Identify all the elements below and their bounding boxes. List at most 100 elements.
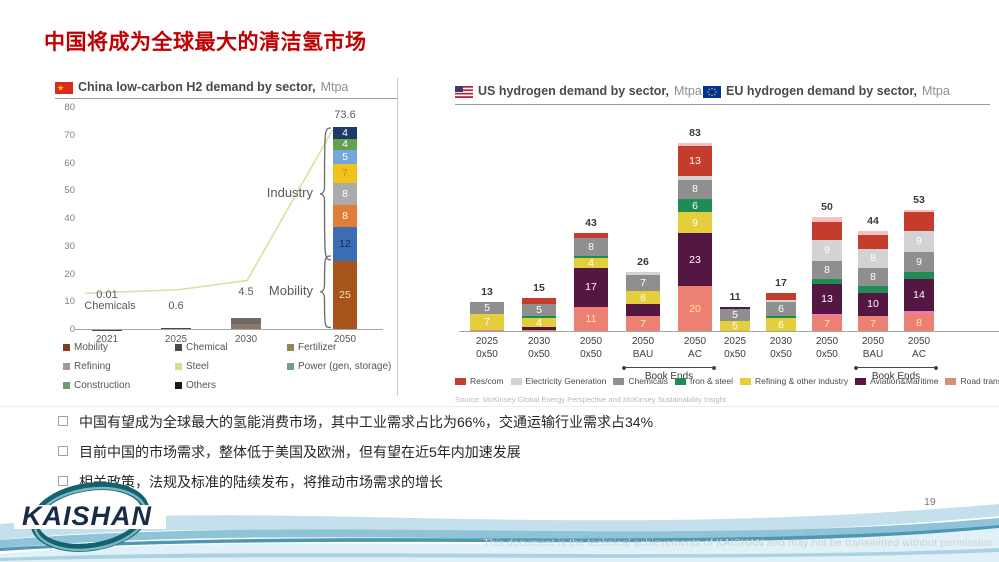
bar-segment <box>231 317 261 324</box>
bar-segment <box>858 230 888 236</box>
legend-label: Iron & steel <box>690 376 734 386</box>
bar-segment: 6 <box>626 290 660 305</box>
segment-label: 12 <box>339 237 351 250</box>
bar-segment: 7 <box>626 274 660 291</box>
bar-segment: 25 <box>333 260 357 330</box>
footer-wave-graphic <box>0 504 999 562</box>
x-axis <box>459 331 717 332</box>
legend-label: Chemical <box>186 342 228 353</box>
legend-label: Refining & other industry <box>755 376 849 386</box>
x-axis-label: 2025 0x50 <box>475 336 499 360</box>
us-chart-title: US hydrogen demand by sector, <box>478 84 670 98</box>
bar-segment <box>904 272 934 280</box>
china-chart-title: China low-carbon H2 demand by sector, <box>78 79 316 94</box>
legend-color-chip <box>63 344 70 351</box>
bar-segment: 13 <box>678 145 712 176</box>
legend-item: Aviation&Maritime <box>855 376 938 386</box>
x-axis <box>75 329 383 330</box>
group-label: Industry <box>266 184 313 200</box>
x-axis-label: 2050 <box>333 334 357 345</box>
us-plot-area: 7 5 13 2025 0x50 4 5 15 2030 0x50 11 17 4 8 43 2050 0x50… <box>459 108 717 382</box>
bar-total-label: 0.6 <box>168 299 184 312</box>
x-axis-label: 2021 <box>95 334 119 345</box>
bar-segment: 11 <box>574 306 608 332</box>
segment-label: 7 <box>342 167 348 180</box>
legend-label: Road transport <box>960 376 999 386</box>
bar-total-label: 17 <box>775 276 787 289</box>
segment-label: 8 <box>342 188 348 201</box>
bar-segment <box>766 292 796 300</box>
bullet-text: 相关政策，法规及标准的陆续发布，将推动市场需求的增长 <box>79 474 443 490</box>
segment-label: 13 <box>821 292 833 305</box>
legend-item: Refining & other industry <box>740 376 848 386</box>
bar-segment <box>858 286 888 293</box>
china-chart-unit: Mtpa <box>320 79 349 94</box>
us-eu-plots: 7 5 13 2025 0x50 4 5 15 2030 0x50 11 17 4 8 43 2050 0x50… <box>455 108 999 392</box>
legend-item: Electricity Generation <box>510 376 606 386</box>
segment-label: 9 <box>692 216 698 229</box>
legend-color-chip <box>675 377 687 385</box>
bar-segment: 5 <box>333 149 357 164</box>
bar-segment: 8 <box>858 267 888 286</box>
bar-segment: 8 <box>333 205 357 228</box>
bar-total-label: 0.01 <box>96 288 118 301</box>
bar-segment: 12 <box>333 227 357 261</box>
y-axis-tick: 0 <box>69 324 75 335</box>
bar-segment: 9 <box>904 251 934 273</box>
segment-label: 7 <box>484 315 490 328</box>
x-axis-label: 2050 BAU <box>631 336 655 360</box>
x-axis-label: 2050 BAU <box>861 336 885 360</box>
segment-label: 9 <box>916 255 922 268</box>
bar-segment: 4 <box>333 126 357 139</box>
bar-segment <box>812 217 842 222</box>
bar-total-label: 73.6 <box>334 109 356 122</box>
bar-segment: 7 <box>333 163 357 183</box>
bar-segment <box>720 306 750 309</box>
x-axis-label: 2050 0x50 <box>579 336 603 360</box>
x-axis-label: 2030 0x50 <box>769 336 793 360</box>
x-axis-label: 2030 <box>234 334 258 345</box>
us-eu-chart: US hydrogen demand by sector, Mtpa EU hy… <box>455 84 999 404</box>
y-axis-tick: 40 <box>64 213 75 224</box>
x-axis-label: 2025 0x50 <box>723 336 747 360</box>
segment-label: 14 <box>913 289 925 302</box>
bar-segment: 8 <box>678 180 712 199</box>
china-plot-area: 0 10 20 30 40 50 60 70 80 0.01 Chemicals 2021 0.6 202… <box>64 102 383 345</box>
bar-segment: 9 <box>678 212 712 234</box>
segment-label: 4 <box>342 126 348 139</box>
bar-segment: 5 <box>720 320 750 332</box>
y-axis-tick: 60 <box>64 157 75 169</box>
bar-segment: 5 <box>470 302 504 314</box>
section-divider <box>0 406 999 407</box>
bar-segment <box>522 329 556 332</box>
legend-color-chip <box>855 377 867 385</box>
y-axis-tick: 30 <box>64 240 75 252</box>
legend-item: Power (gen, storage) <box>287 361 397 372</box>
segment-label: 5 <box>342 150 348 163</box>
y-axis-tick: 80 <box>64 102 75 113</box>
bar-total-label: 26 <box>637 256 649 269</box>
bar-segment <box>812 279 842 284</box>
us-flag-icon <box>455 85 473 98</box>
segment-label: 7 <box>640 317 646 330</box>
bullet-list: 中国有望成为全球最大的氢能消费市场，其中工业需求占比为66%，交通运输行业需求占… <box>58 412 653 502</box>
legend-color-chip <box>740 377 752 385</box>
bar-segment: 7 <box>470 313 504 330</box>
book-ends-label: Book Ends <box>644 371 694 382</box>
book-ends-dot <box>854 365 858 370</box>
book-ends-label: Book Ends <box>871 371 921 382</box>
segment-label: 8 <box>870 270 876 283</box>
us-eu-chart-header: US hydrogen demand by sector, Mtpa EU hy… <box>455 84 990 105</box>
bar-total-label: 43 <box>585 217 597 230</box>
kaishan-logo-text: KAISHAN <box>22 501 152 531</box>
legend-color-chip <box>63 382 70 389</box>
legend-item: Chemical <box>175 342 287 353</box>
bracket-mobility <box>319 255 332 329</box>
bar-segment <box>574 256 608 259</box>
bar-segment <box>904 212 934 231</box>
bullet-square-icon <box>58 416 68 426</box>
segment-label: 13 <box>689 154 701 167</box>
segment-label: 23 <box>689 253 701 266</box>
segment-label: 20 <box>689 303 701 315</box>
legend-color-chip <box>63 363 70 370</box>
